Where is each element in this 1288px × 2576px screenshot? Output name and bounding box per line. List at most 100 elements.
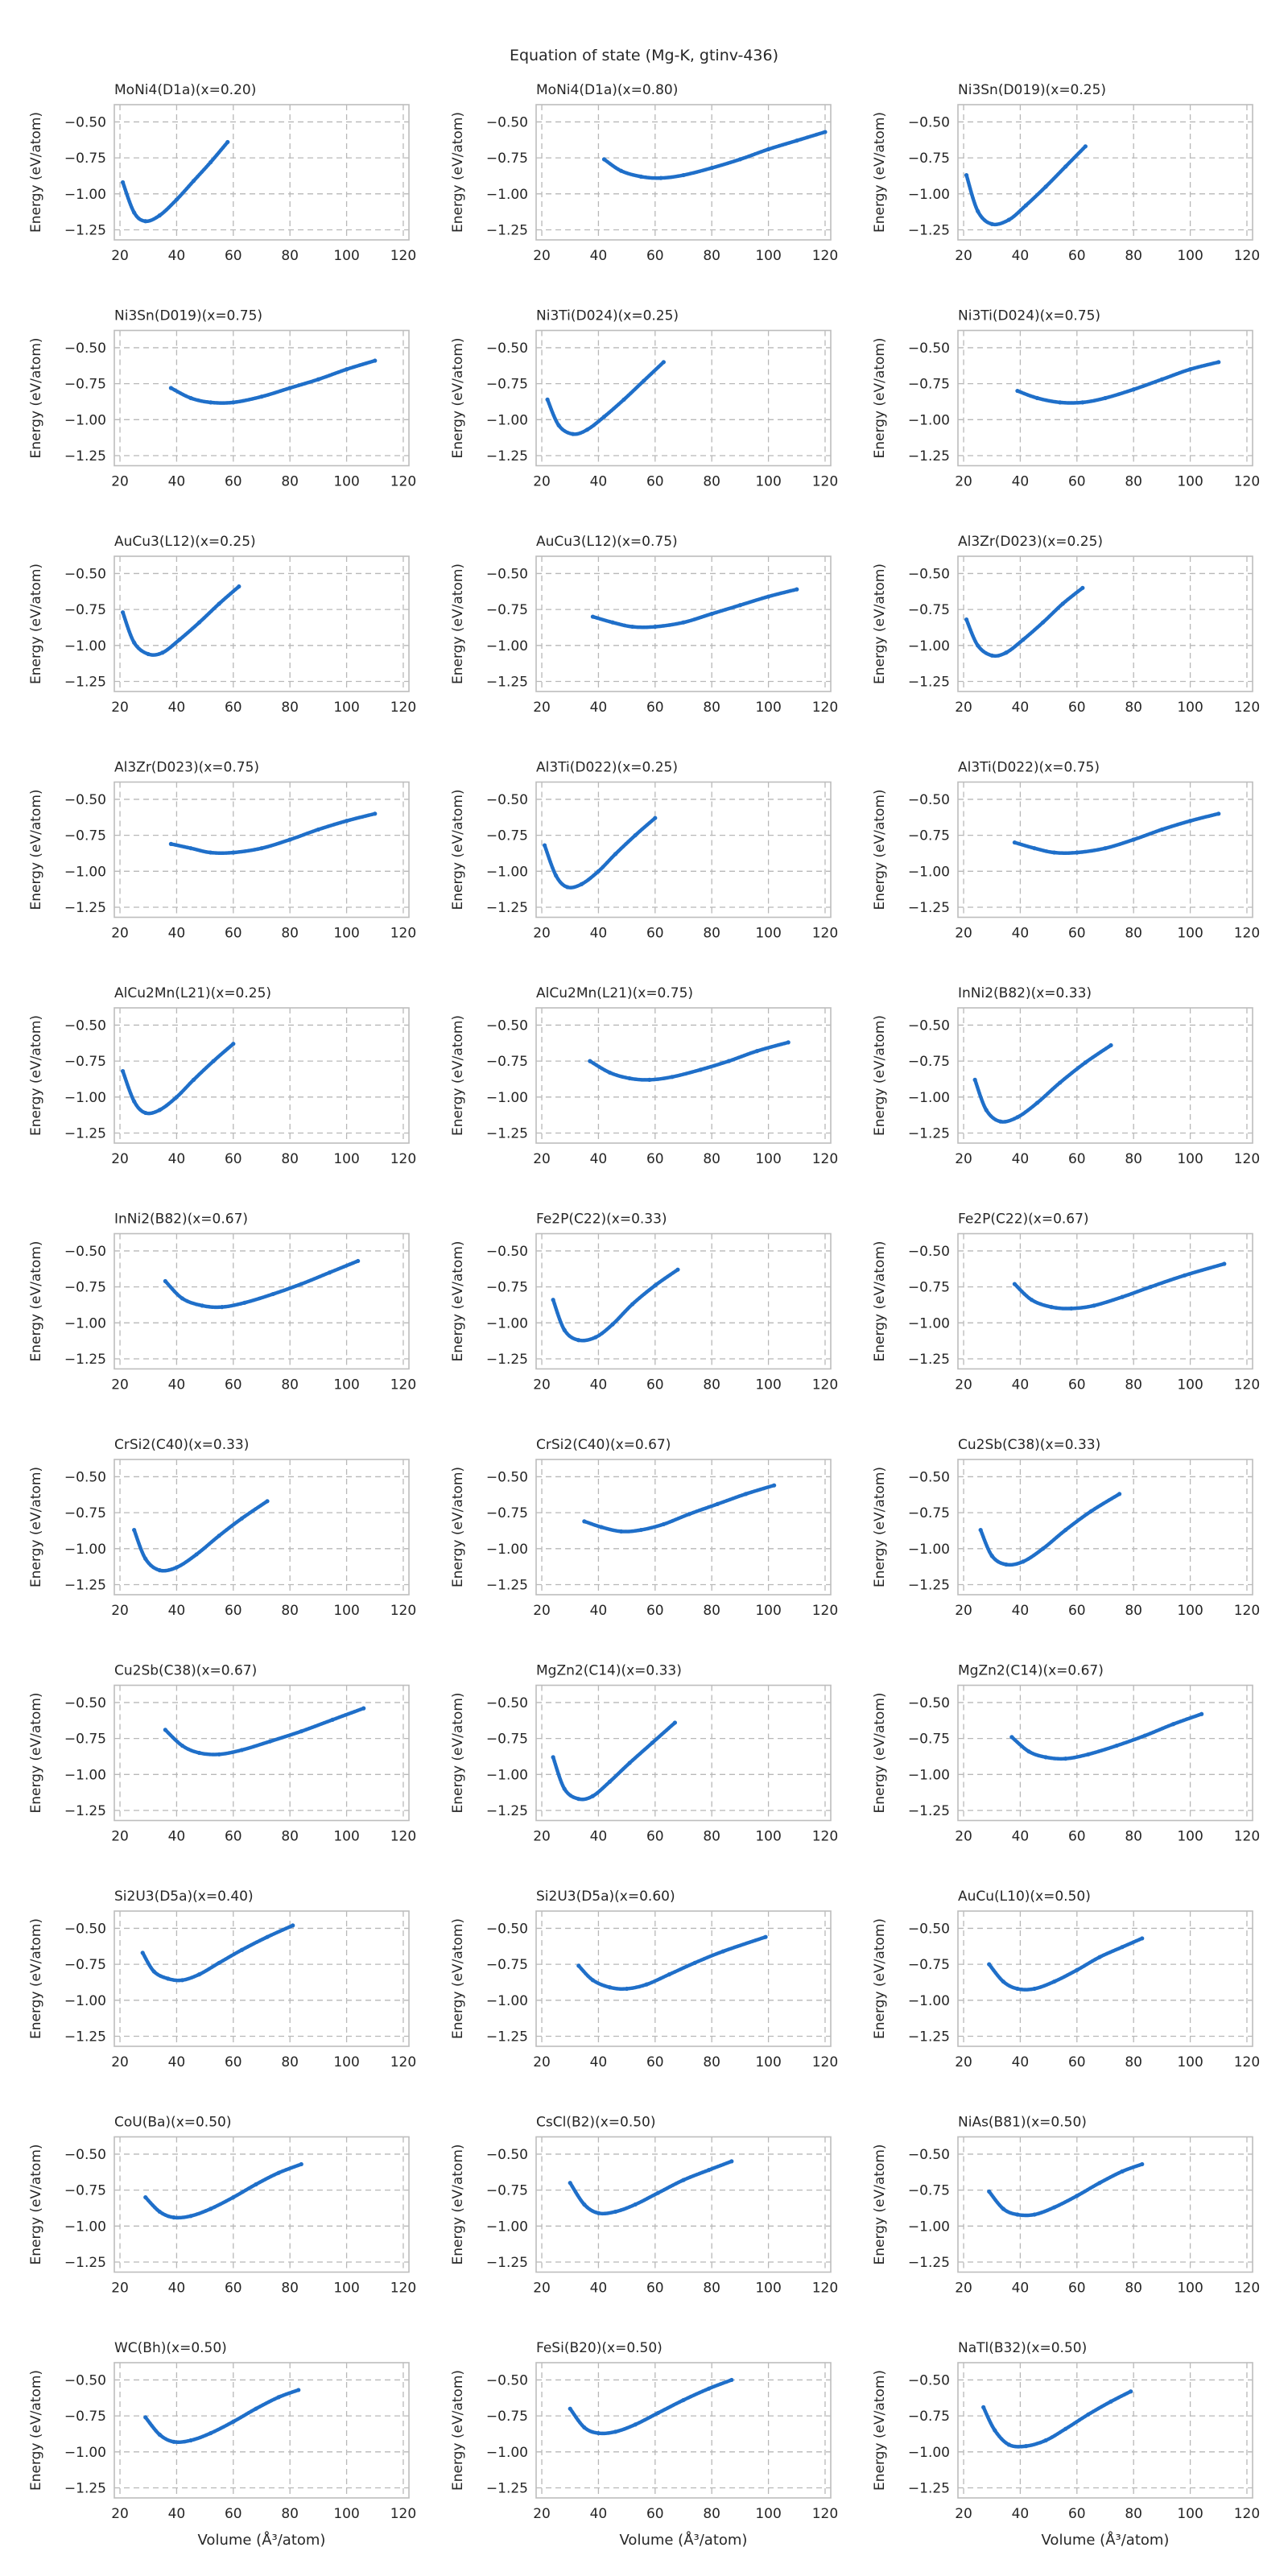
y-tick-label: −0.75 (486, 1957, 528, 1973)
y-tick-label: −1.00 (908, 2219, 950, 2235)
x-tick-label: 40 (590, 248, 608, 264)
y-tick-label: −1.00 (486, 2219, 528, 2235)
data-point (1083, 1060, 1088, 1065)
y-axis-label: Energy (eV/atom) (872, 112, 888, 233)
subplot-title: Si2U3(D5a)(x=0.60) (536, 1889, 675, 1905)
data-point (177, 638, 182, 642)
x-tick-label: 80 (281, 1829, 299, 1845)
y-tick-label: −1.00 (486, 187, 528, 203)
plot-frame (957, 781, 1253, 919)
x-tick-label: 20 (111, 2506, 129, 2522)
y-tick-label: −0.50 (486, 114, 528, 130)
y-axis-label: Energy (eV/atom) (28, 1918, 44, 2039)
y-tick-label: −1.00 (908, 412, 950, 428)
plot-frame (535, 329, 832, 467)
y-tick-label: −0.75 (908, 2183, 950, 2199)
subplot: FeSi(B20)(x=0.50) 20 40 60 80 100 120 −0.50 −0.7… (450, 2340, 838, 2549)
data-point (194, 1552, 199, 1557)
x-tick-label: 20 (955, 1829, 972, 1845)
x-tick-label: 60 (225, 1151, 242, 1167)
data-point (267, 1739, 273, 1744)
eos-curve (1013, 1261, 1227, 1311)
gridlines (536, 1233, 831, 1369)
eos-curve (121, 140, 230, 224)
y-tick-label: −1.25 (486, 1803, 528, 1819)
data-point (220, 1305, 225, 1310)
y-tick-label: −1.00 (908, 1542, 950, 1558)
y-tick-label: −0.50 (908, 566, 950, 582)
y-tick-label: −0.75 (908, 151, 950, 167)
data-point (1097, 1955, 1102, 1959)
data-point (1103, 395, 1108, 401)
plot-frame (535, 1232, 832, 1370)
x-tick-label: 60 (1068, 926, 1086, 942)
x-tick-label: 80 (1125, 2054, 1142, 2070)
y-tick-label: −1.25 (64, 2029, 106, 2045)
x-tick-label: 80 (703, 474, 720, 490)
subplot-title: AuCu3(L12)(x=0.25) (114, 534, 256, 550)
data-point (998, 1119, 1003, 1124)
data-point (670, 1075, 675, 1080)
data-point (171, 2215, 176, 2220)
data-point (1140, 1936, 1145, 1941)
data-point (766, 594, 771, 599)
x-tick-label: 20 (111, 1151, 129, 1167)
x-tick-label: 60 (225, 1603, 242, 1619)
y-tick-label: −1.25 (486, 900, 528, 916)
y-tick-label: −1.00 (486, 412, 528, 428)
data-point (1015, 1115, 1020, 1120)
x-tick-label: 60 (1068, 1829, 1086, 1845)
y-tick-label: −1.00 (908, 187, 950, 203)
data-point (188, 395, 193, 401)
data-point (772, 1483, 777, 1488)
data-point (987, 1962, 992, 1967)
x-tick-label: 80 (1125, 1829, 1142, 1845)
data-point (208, 850, 213, 855)
x-tick-label: 40 (168, 1377, 186, 1393)
x-tick-label: 100 (1177, 2054, 1203, 2070)
plot-frame (535, 1459, 832, 1596)
y-axis-label: Energy (eV/atom) (872, 2144, 888, 2264)
y-tick-label: −0.75 (64, 828, 106, 844)
x-tick-label: 80 (281, 1603, 299, 1619)
data-point (576, 1963, 581, 1968)
data-point (621, 397, 626, 402)
data-point (638, 1527, 643, 1533)
subplot-title: Ni3Ti(D024)(x=0.25) (536, 308, 679, 324)
subplot: Cu2Sb(C38)(x=0.33) 20 40 60 80 100 120 −0.50 −0.… (872, 1437, 1260, 1619)
x-tick-label: 40 (168, 2506, 186, 2522)
data-point (644, 1982, 649, 1987)
x-tick-label: 100 (1177, 926, 1203, 942)
gridlines (536, 1685, 831, 1821)
gridlines (114, 1459, 409, 1595)
y-tick-label: −0.50 (486, 1921, 528, 1937)
gridlines (114, 1911, 409, 2046)
x-tick-label: 100 (755, 1829, 781, 1845)
subplot: CsCl(B2)(x=0.50) 20 40 60 80 100 120 −0.50 −0.75… (450, 2115, 838, 2297)
y-tick-label: −1.00 (486, 1090, 528, 1106)
data-point (299, 1729, 303, 1734)
x-tick-label: 100 (1177, 1829, 1203, 1845)
data-point (1063, 2426, 1068, 2431)
x-tick-label: 40 (590, 2506, 608, 2522)
x-tick-label: 100 (333, 700, 359, 716)
y-tick-label: −0.50 (908, 1018, 950, 1034)
y-axis-label: Energy (eV/atom) (872, 564, 888, 684)
plot-frame (114, 329, 410, 467)
x-tick-label: 20 (955, 474, 972, 490)
data-point (1043, 2438, 1048, 2443)
data-point (180, 1978, 185, 1983)
data-point (698, 1067, 703, 1072)
y-axis-label: Energy (eV/atom) (450, 337, 466, 458)
x-tick-label: 80 (703, 926, 720, 942)
data-point (1159, 827, 1164, 832)
subplot: AlCu2Mn(L21)(x=0.75) 20 40 60 80 100 120 −0.50 −… (450, 985, 838, 1167)
x-tick-label: 20 (111, 1829, 129, 1845)
y-tick-label: −0.50 (486, 2147, 528, 2163)
plot-frame (114, 2136, 410, 2273)
gridlines (536, 330, 831, 466)
x-tick-label: 120 (812, 2506, 838, 2522)
subplot: CrSi2(C40)(x=0.67) 20 40 60 80 100 120 −0.50 −0.… (450, 1437, 838, 1619)
subplot: CoU(Ba)(x=0.50) 20 40 60 80 100 120 −0.50 −0.75 −… (28, 2115, 416, 2297)
x-tick-label: 100 (755, 474, 781, 490)
